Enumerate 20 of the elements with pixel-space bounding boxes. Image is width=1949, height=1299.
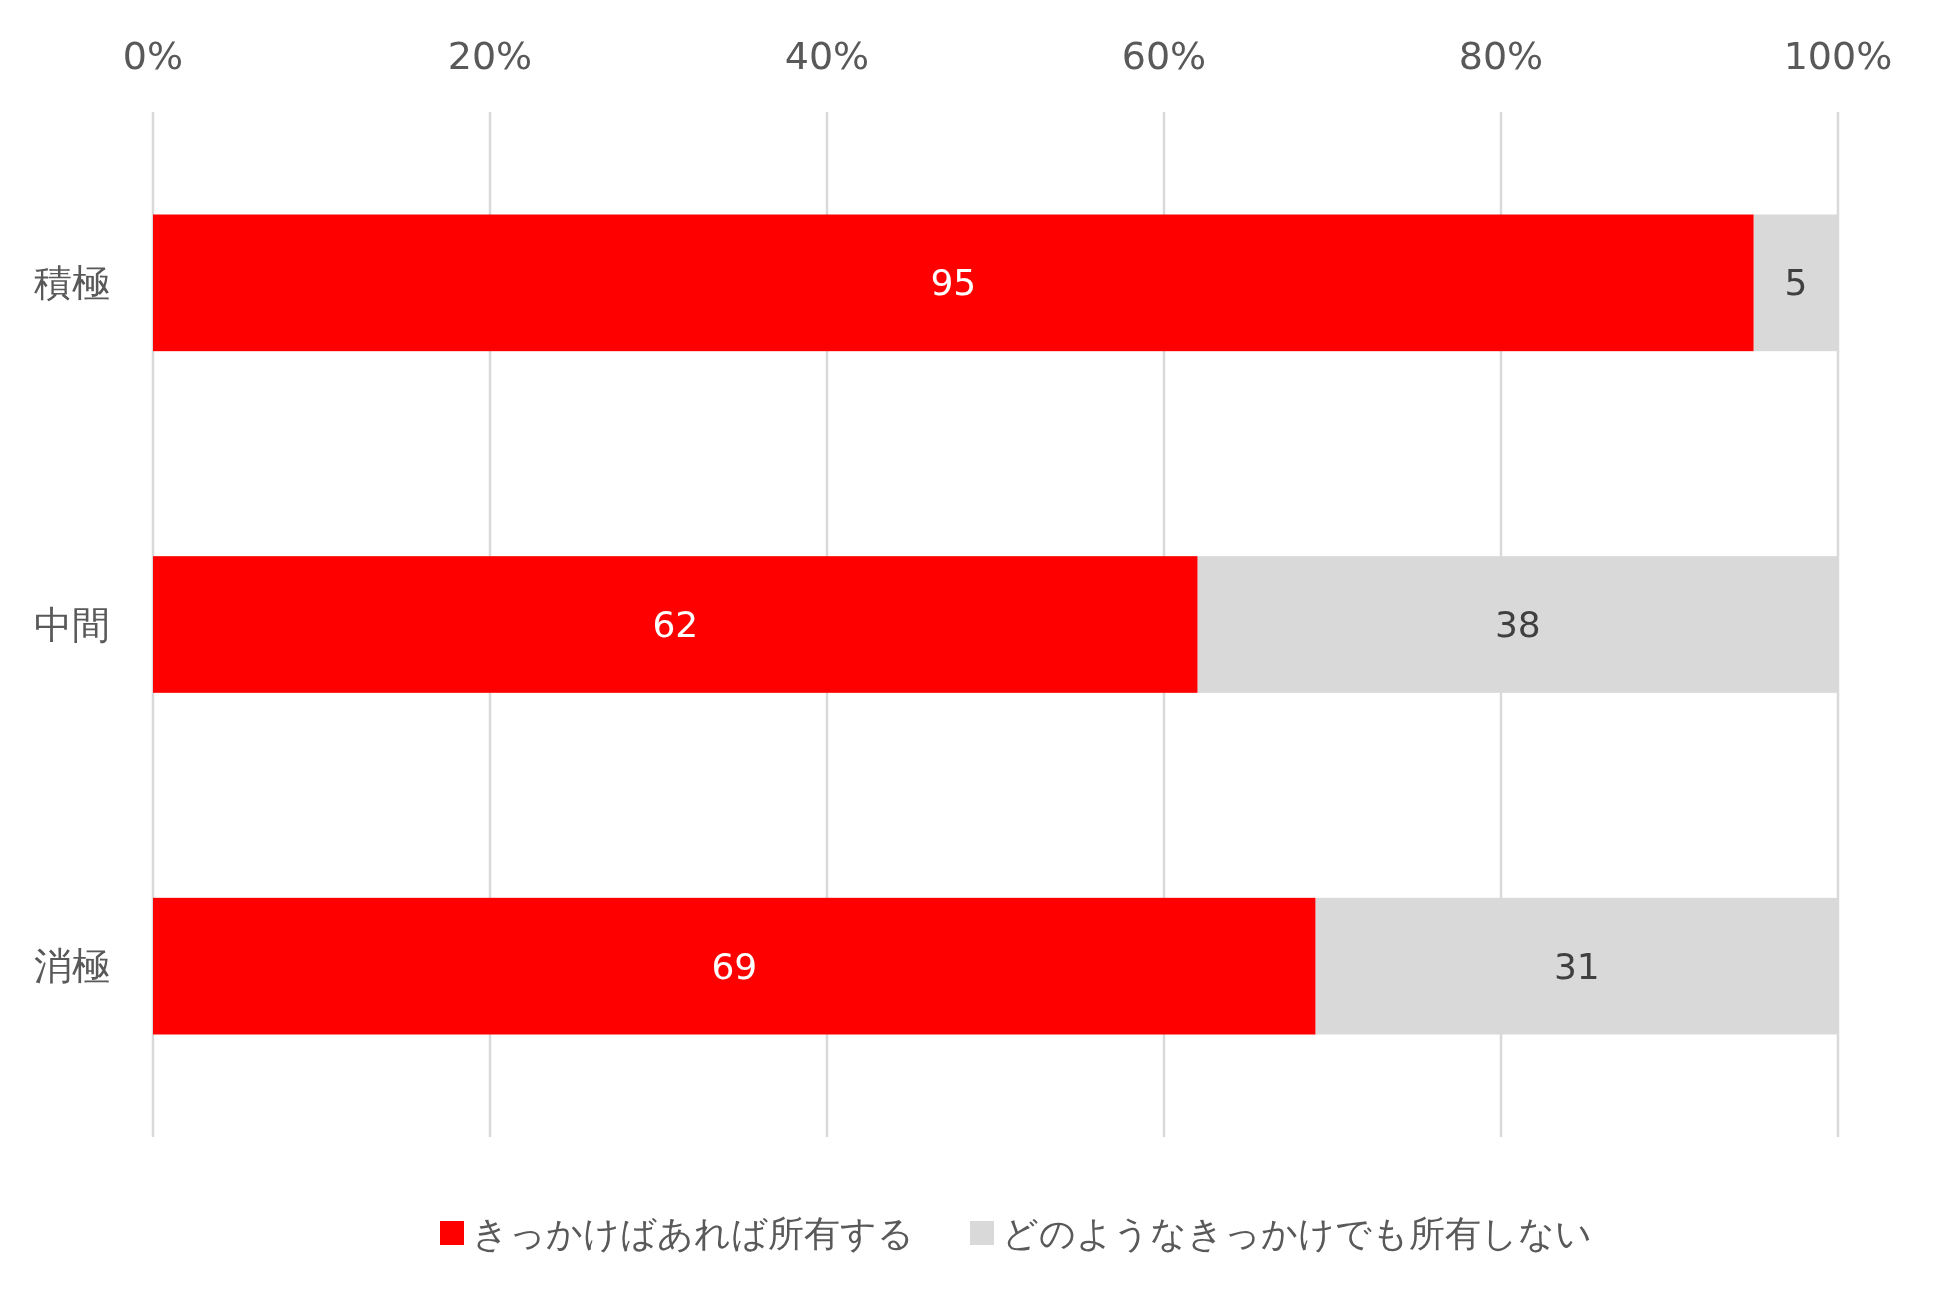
y-tick-label: 消極 [34,944,110,989]
x-tick-label: 20% [447,34,533,79]
x-tick-label: 100% [1783,34,1893,79]
bar [153,556,1198,693]
x-tick-label: 0% [122,34,184,79]
legend-label: どのようなきっかけでも所有しない [1002,1212,1592,1254]
data-label: 5 [1784,262,1808,304]
x-tick-label: 40% [784,34,870,79]
data-label: 69 [711,945,758,987]
bar [153,897,1316,1035]
x-tick-label: 80% [1458,34,1544,79]
y-tick-label: 中間 [34,602,110,647]
data-label: 38 [1494,604,1541,646]
bar [153,214,1754,352]
legend-label: きっかけばあれば所有する [472,1212,914,1254]
x-tick-label: 60% [1121,34,1207,79]
data-label: 31 [1553,945,1600,987]
y-tick-label: 積極 [34,261,110,306]
data-label: 95 [930,262,977,304]
data-label: 62 [652,604,699,646]
